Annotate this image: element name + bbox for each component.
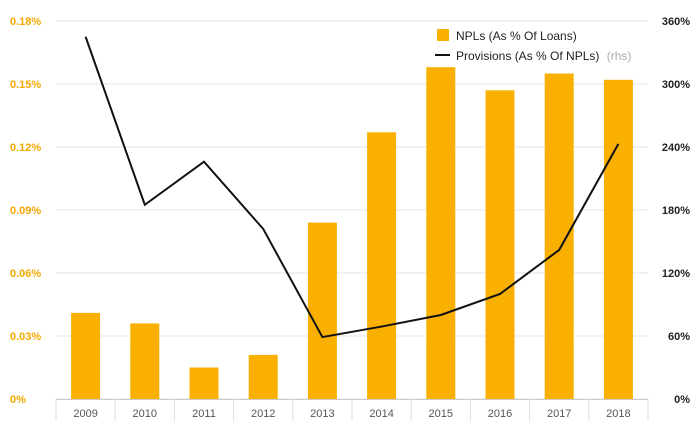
x-tick-label: 2010 xyxy=(133,408,157,420)
bar-2015 xyxy=(426,67,456,399)
legend-swatch-npl xyxy=(437,29,449,41)
y-left-tick-label: 0% xyxy=(10,394,26,406)
bar-2013 xyxy=(307,222,337,399)
y-right-tick-label: 0% xyxy=(674,394,690,406)
y-right-tick-label: 360% xyxy=(662,16,690,28)
y-right-tick-label: 180% xyxy=(662,205,690,217)
provisions-line xyxy=(84,36,620,339)
bar-2010 xyxy=(130,323,160,399)
legend-label-provisions: Provisions (As % Of NPLs) xyxy=(456,49,599,63)
bar-2011 xyxy=(189,367,219,399)
bar-2017 xyxy=(544,73,574,399)
x-axis: 2009 2010 2011 2012 2013 2014 2015 2016 2017 2018 xyxy=(55,399,649,421)
x-tick-label: 2015 xyxy=(429,408,453,420)
bar-2018 xyxy=(603,79,633,400)
y-right-tick-label: 60% xyxy=(668,331,690,343)
bar-2014 xyxy=(367,132,397,400)
y-left-tick-label: 0.06% xyxy=(10,268,41,280)
svg-text:Provisions (As % Of NPLs): Provisions (As % Of NPLs) (rhs) xyxy=(456,49,631,63)
legend-label-npl: NPLs (As % Of Loans) xyxy=(456,29,577,43)
y-right-tick-label: 300% xyxy=(662,79,690,91)
y-right-tick-label: 120% xyxy=(662,268,690,280)
bar-2012 xyxy=(248,354,278,399)
y-left-tick-label: 0.18% xyxy=(10,16,41,28)
x-tick-label: 2009 xyxy=(73,408,97,420)
y-right-tick-label: 240% xyxy=(662,142,690,154)
y-left-tick-label: 0.15% xyxy=(10,79,41,91)
y-left-tick-label: 0.03% xyxy=(10,331,41,343)
legend-note-rhs: (rhs) xyxy=(607,49,632,63)
legend: NPLs (As % Of Loans) Provisions (As % Of… xyxy=(435,29,631,63)
x-tick-label: 2011 xyxy=(192,408,216,420)
x-tick-label: 2014 xyxy=(369,408,393,420)
y-left-tick-label: 0.12% xyxy=(10,142,41,154)
x-tick-label: 2018 xyxy=(606,408,630,420)
bar-2009 xyxy=(71,312,101,399)
x-tick-label: 2016 xyxy=(488,408,512,420)
line-series xyxy=(84,36,620,339)
x-tick-label: 2013 xyxy=(310,408,334,420)
left-axis: 0% 0.03% 0.06% 0.09% 0.12% 0.15% 0.18% xyxy=(10,16,41,406)
bar-series xyxy=(71,67,633,400)
bar-2016 xyxy=(485,90,515,400)
right-axis: 0% 60% 120% 180% 240% 300% 360% xyxy=(662,16,690,406)
x-tick-label: 2017 xyxy=(547,408,571,420)
y-left-tick-label: 0.09% xyxy=(10,205,41,217)
x-tick-label: 2012 xyxy=(251,408,275,420)
